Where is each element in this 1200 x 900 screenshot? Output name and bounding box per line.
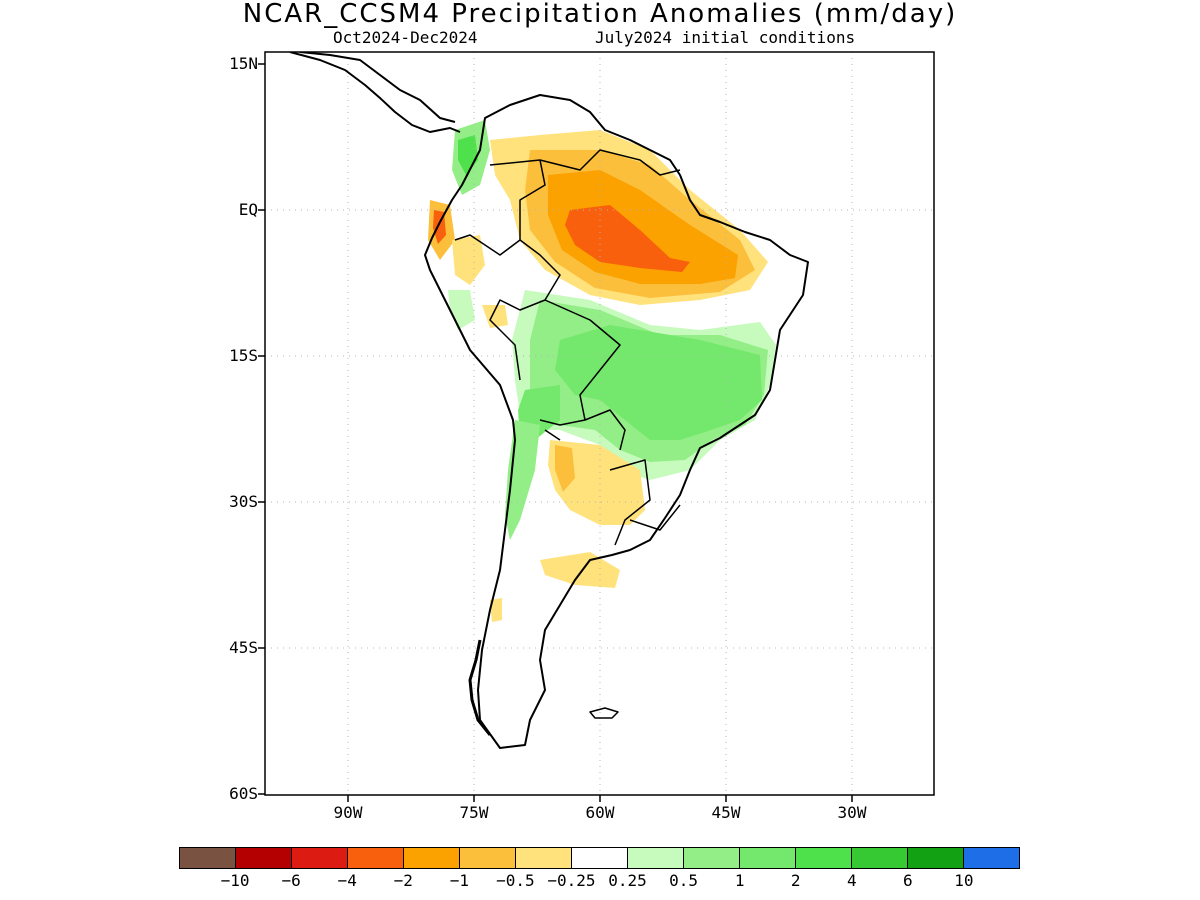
lat-label: 15S (229, 346, 258, 365)
map-title: NCAR_CCSM4 Precipitation Anomalies (mm/d… (242, 0, 958, 29)
colorbar-label: −10 (220, 871, 250, 890)
colorbar-box (180, 848, 236, 868)
colorbar-box (684, 848, 740, 868)
colorbar-box (908, 848, 964, 868)
lon-label: 90W (333, 803, 363, 822)
colorbar-label: 0.5 (669, 871, 699, 890)
anomaly-wet-strong (555, 325, 762, 440)
colorbar-label: 10 (954, 871, 974, 890)
colorbar-label: 1 (734, 871, 745, 890)
lat-label: 30S (229, 492, 258, 511)
anomaly-dry-peru (452, 235, 485, 285)
colorbar-box (516, 848, 572, 868)
map-ticks (258, 63, 853, 802)
colorbar-box (796, 848, 852, 868)
lat-label: 15N (229, 54, 258, 73)
initial-conditions: July2024 initial conditions (595, 28, 856, 47)
falkland-islands (589, 707, 619, 719)
colorbar-label: −6 (281, 871, 301, 890)
lon-label: 75W (459, 803, 489, 822)
colorbar-box (404, 848, 460, 868)
anomaly-dry-peru (482, 305, 508, 328)
colorbar-box (572, 848, 628, 868)
colorbar-box (964, 848, 1019, 868)
chile-fjords (468, 639, 492, 736)
lon-label: 30W (837, 803, 867, 822)
colorbar-box (740, 848, 796, 868)
colorbar (179, 847, 1020, 869)
lat-label: 45S (229, 638, 258, 657)
colorbar-box (852, 848, 908, 868)
colorbar-label: −4 (337, 871, 357, 890)
colorbar-label: −2 (393, 871, 413, 890)
lon-label: 45W (711, 803, 741, 822)
country-borders (454, 149, 681, 546)
lat-label: EQ (238, 200, 258, 219)
colorbar-box (292, 848, 348, 868)
lat-label: 60S (229, 784, 258, 803)
colorbar-label: −1 (449, 871, 469, 890)
colorbar-label: 4 (846, 871, 857, 890)
colorbar-box (348, 848, 404, 868)
colorbar-label: 6 (903, 871, 913, 890)
anomaly-dry-core (565, 205, 690, 272)
central-america-coastline (289, 52, 461, 133)
colorbar-box (628, 848, 684, 868)
anomaly-dry-pampa (540, 552, 620, 588)
anomaly-dry-south (490, 598, 502, 622)
colorbar-box (460, 848, 516, 868)
anomaly-dry-chaco (555, 445, 575, 492)
coastlines (289, 52, 809, 749)
colorbar-label: 2 (790, 871, 801, 890)
colorbar-box (236, 848, 292, 868)
colorbar-label: 0.25 (608, 871, 647, 890)
anomaly-fields (428, 120, 776, 622)
colorbar-label: −0.25 (547, 871, 596, 890)
colorbar-label: −0.5 (496, 871, 535, 890)
lon-label: 60W (585, 803, 615, 822)
forecast-period: Oct2024-Dec2024 (333, 28, 478, 47)
